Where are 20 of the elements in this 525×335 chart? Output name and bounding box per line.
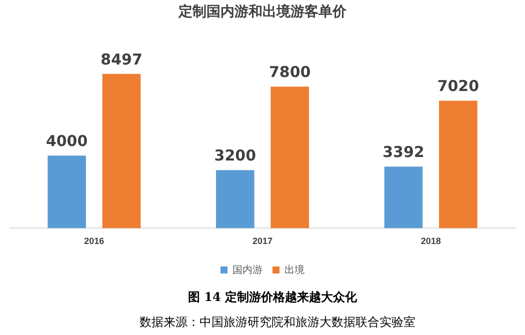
bar: [439, 100, 478, 228]
bar: [270, 86, 309, 228]
bar: [102, 74, 141, 228]
chart-title: 定制国内游和出境游客单价: [178, 3, 348, 20]
data-label: 8497: [100, 50, 142, 68]
bar: [48, 156, 86, 228]
x-tick-label: 2018: [420, 236, 441, 246]
x-tick-label: 2016: [84, 236, 104, 246]
legend-label: 国内游: [232, 264, 262, 276]
data-label: 3200: [214, 146, 256, 164]
legend-label: 出境: [284, 264, 304, 276]
data-label: 7020: [437, 77, 480, 96]
data-label: 4000: [46, 132, 88, 150]
x-tick-label: 2017: [252, 236, 273, 246]
bar: [384, 166, 423, 228]
data-label: 7800: [268, 62, 311, 81]
bar: [216, 170, 254, 228]
data-label: 3392: [382, 143, 424, 162]
source-note: 数据来源：中国旅游研究院和旅游大数据联合实验室: [138, 314, 416, 331]
caption: 图 14 定制游价格越来越大众化: [186, 289, 358, 306]
